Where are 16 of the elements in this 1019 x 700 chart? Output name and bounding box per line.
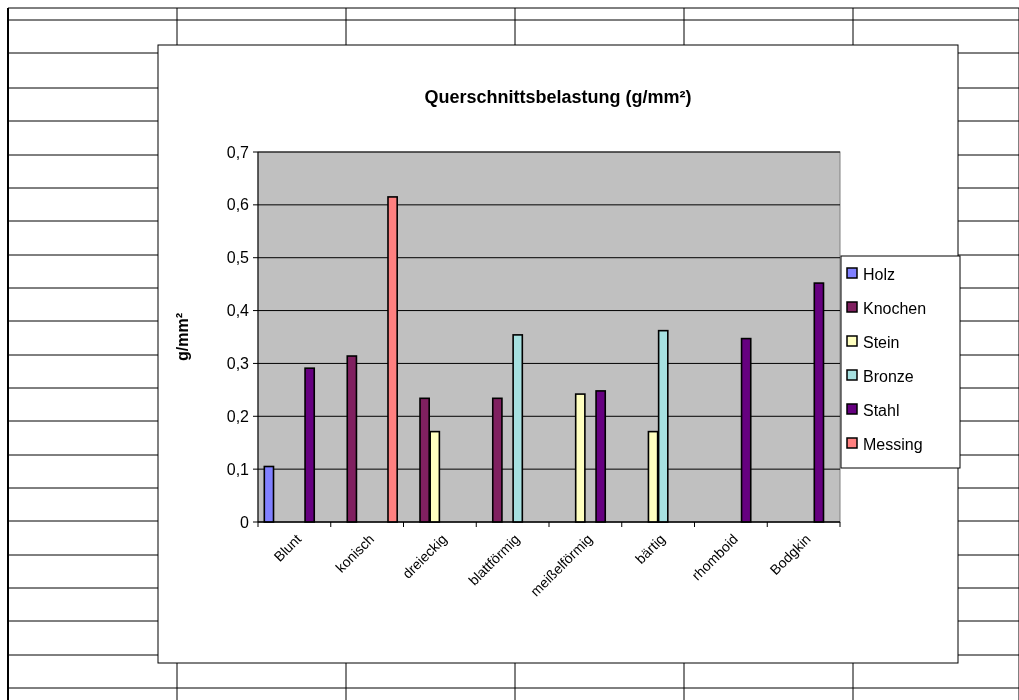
chart-title: Querschnittsbelastung (g/mm²) bbox=[424, 87, 692, 107]
legend-label: Messing bbox=[863, 435, 923, 453]
legend-label: Stahl bbox=[863, 401, 900, 419]
y-tick-label: 0,7 bbox=[226, 143, 250, 161]
legend-label: Holz bbox=[863, 265, 896, 283]
y-tick-label: 0 bbox=[240, 513, 250, 531]
legend-label: Stein bbox=[863, 333, 900, 351]
y-tick-label: 0,2 bbox=[226, 407, 250, 425]
y-tick-label: 0,4 bbox=[226, 302, 250, 320]
y-tick-label: 0,5 bbox=[226, 249, 250, 267]
y-tick-label: 0,1 bbox=[226, 460, 250, 478]
y-tick-label: 0,6 bbox=[226, 196, 250, 214]
y-tick-label: 0,3 bbox=[226, 355, 250, 373]
legend-label: Bronze bbox=[863, 367, 914, 385]
legend-label: Knochen bbox=[863, 299, 927, 317]
y-axis-title: g/mm² bbox=[174, 313, 191, 361]
